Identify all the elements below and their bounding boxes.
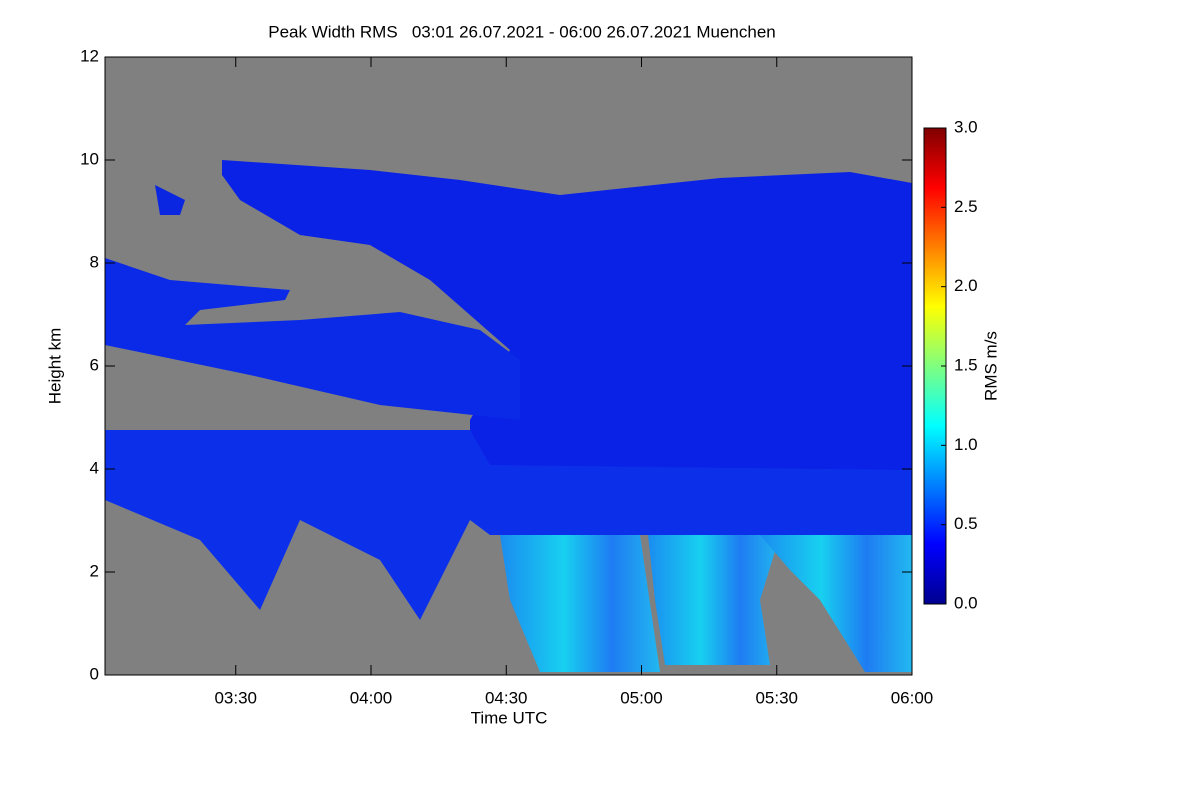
x-tick-label: 06:00 [891, 688, 934, 707]
y-tick-label: 0 [90, 664, 99, 683]
x-tick-label: 05:00 [620, 688, 663, 707]
x-tick-label: 03:30 [214, 688, 257, 707]
x-tick-label: 04:30 [485, 688, 528, 707]
colorbar-tick-label: 2.5 [954, 197, 978, 216]
colorbar-tick-label: 3.0 [954, 117, 978, 136]
colorbar-tick-label: 0.0 [954, 593, 978, 612]
x-axis-label: Time UTC [471, 708, 548, 727]
y-tick-label: 12 [80, 46, 99, 65]
y-tick-label: 4 [90, 458, 99, 477]
colorbar-tick-label: 0.5 [954, 514, 978, 533]
echo-field [105, 160, 912, 672]
chart-title: Peak Width RMS 03:01 26.07.2021 - 06:00 … [268, 22, 776, 41]
y-tick-label: 8 [90, 252, 99, 271]
y-tick-label: 2 [90, 561, 99, 580]
y-tick-label: 6 [90, 355, 99, 374]
y-axis-label: Height km [45, 328, 64, 405]
x-tick-label: 05:30 [755, 688, 798, 707]
colorbar-tick-label: 1.5 [954, 355, 978, 374]
x-tick-label: 04:00 [350, 688, 393, 707]
colorbar-tick-label: 2.0 [954, 276, 978, 295]
colorbar-tick-label: 1.0 [954, 435, 978, 454]
colorbar-label: RMS m/s [981, 331, 1000, 401]
y-tick-label: 10 [80, 149, 99, 168]
